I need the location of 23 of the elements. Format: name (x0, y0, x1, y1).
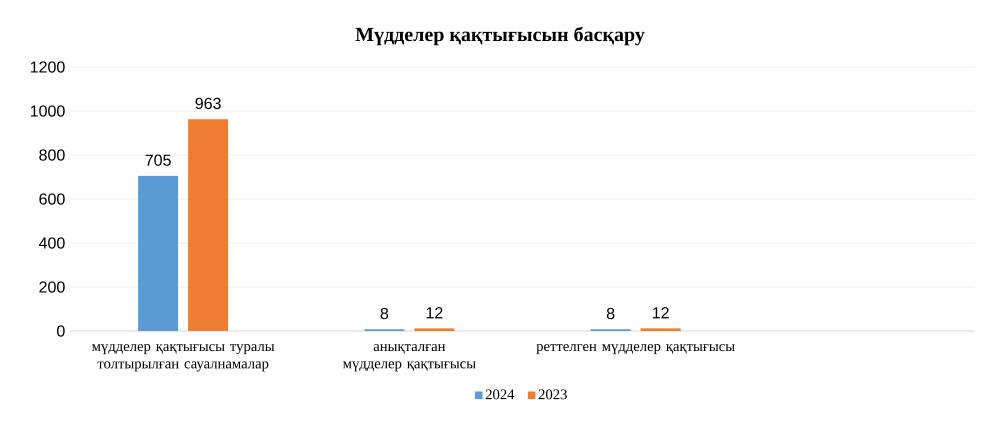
y-tick-label: 1200 (30, 61, 65, 73)
y-tick-label: 800 (39, 149, 65, 161)
y-tick-label: 0 (57, 325, 65, 337)
y-tick-label: 200 (39, 281, 65, 293)
legend-label: 2023 (538, 389, 567, 400)
data-label: 705 (146, 154, 171, 166)
data-label: 8 (606, 308, 614, 320)
y-tick-label: 1000 (30, 105, 65, 117)
data-label: 963 (196, 98, 221, 110)
y-tick-label: 600 (39, 193, 65, 205)
x-tick-label: реттелген мүдделер қақтығысы (536, 344, 735, 354)
data-label: 12 (652, 307, 669, 318)
bar (188, 119, 228, 331)
bar (414, 328, 454, 331)
chart-title: Мүдделер қақтығысын басқару (356, 26, 645, 46)
bar (640, 328, 681, 331)
data-label: 8 (380, 308, 388, 320)
bar (138, 176, 178, 331)
x-tick-label: мүдделер қақтығысы туралы толтырылған сауалнамалар (92, 344, 274, 372)
y-tick-label: 400 (38, 237, 65, 249)
data-label: 12 (426, 307, 442, 318)
legend-label: 2024 (486, 389, 514, 400)
x-tick-label: анықталған мүдделер қақтығысы (343, 344, 476, 372)
